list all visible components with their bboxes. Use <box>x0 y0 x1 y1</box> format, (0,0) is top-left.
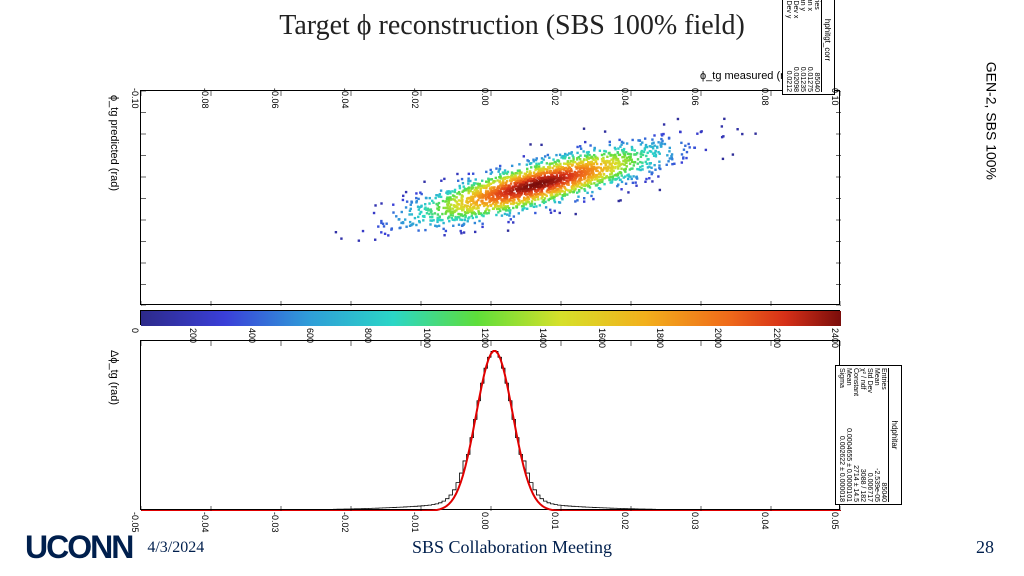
scatter-xtick: 0.08 <box>760 88 770 106</box>
footer-page: 28 <box>976 537 994 558</box>
stats-row: Std Dev0.006717 <box>866 368 873 502</box>
logo: UCONN <box>25 529 132 566</box>
scatter-xtick: -0.08 <box>200 88 210 109</box>
slide-title: Target ϕ reconstruction (SBS 100% field) <box>0 10 1024 42</box>
hist-xtick: 0.00 <box>480 512 490 530</box>
stats-row: Mean y0.01235 <box>799 0 806 92</box>
stats-row: Constant2714 ± 14.5 <box>852 368 859 502</box>
hist-xtick: 0.03 <box>690 512 700 530</box>
scatter-y-label: ϕ_tg predicted (rad) <box>108 95 120 191</box>
hist-xtick: 0.02 <box>620 512 630 530</box>
scatter-panel: hphitgt_corr Entries85040Mean x0.01275Me… <box>140 90 840 305</box>
stats-row: Entries85040 <box>813 0 820 92</box>
histogram-panel: hdphitar Entries85040Mean-2.539e-05Std D… <box>140 340 840 510</box>
histogram-plot <box>141 341 841 511</box>
colorbar <box>140 310 840 325</box>
scatter-xtick: -0.06 <box>270 88 280 109</box>
hist-xtick: 0.05 <box>830 512 840 530</box>
scatter-xtick: 0.04 <box>620 88 630 106</box>
scatter-xtick: 0.00 <box>480 88 490 106</box>
scatter-xtick: 0.10 <box>830 88 840 106</box>
stats-row: Mean x0.01275 <box>806 0 813 92</box>
stats-row: Std Dev y0.0212 <box>785 0 792 92</box>
stats-row: χ² / ndf3088 / 182 <box>859 368 866 502</box>
scatter-stats-title: hphitgt_corr <box>821 0 832 92</box>
footer: UCONN 4/3/2024 SBS Collaboration Meeting… <box>0 529 1024 566</box>
scatter-plot <box>141 91 841 306</box>
colorbar-tick: 0 <box>130 328 140 333</box>
footer-meeting: SBS Collaboration Meeting <box>412 537 612 558</box>
stats-row: Mean0.0004655 ± 0.0000101 <box>845 368 852 502</box>
scatter-xtick: -0.02 <box>410 88 420 109</box>
hist-x-label: Δϕ_tg (rad) <box>108 350 120 405</box>
scatter-xtick: 0.02 <box>550 88 560 106</box>
stats-row: Entries85040 <box>880 368 887 502</box>
hist-xtick: 0.01 <box>550 512 560 530</box>
hist-stats-box: hdphitar Entries85040Mean-2.539e-05Std D… <box>835 365 902 505</box>
hist-xtick: 0.04 <box>760 512 770 530</box>
scatter-xtick: -0.10 <box>130 88 140 109</box>
scatter-xtick: 0.06 <box>690 88 700 106</box>
stats-row: Sigma0.002622 ± 0.000018 <box>838 368 845 502</box>
scatter-xtick: -0.04 <box>340 88 350 109</box>
side-label: GEN-2, SBS 100% <box>983 62 999 180</box>
footer-date: 4/3/2024 <box>147 539 204 557</box>
stats-row: Mean-2.539e-05 <box>873 368 880 502</box>
hist-stats-title: hdphitar <box>888 368 899 502</box>
stats-row: Std Dev x0.02098 <box>792 0 799 92</box>
scatter-stats-box: hphitgt_corr Entries85040Mean x0.01275Me… <box>782 0 835 95</box>
